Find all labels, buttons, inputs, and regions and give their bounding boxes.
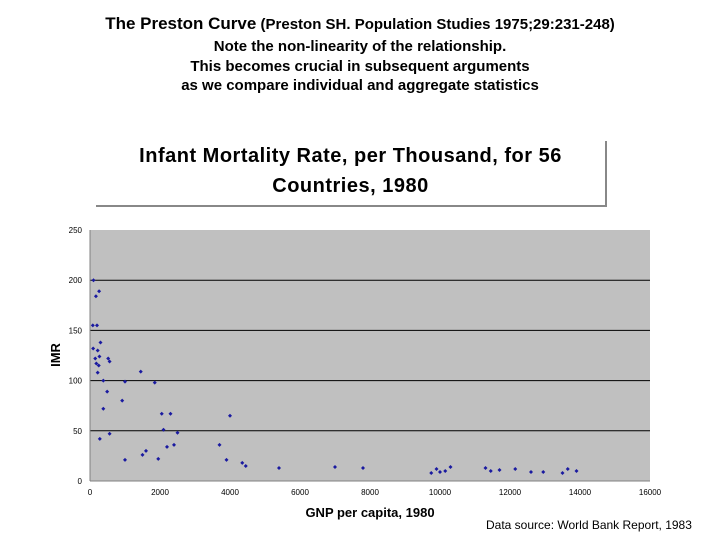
data-point-18 [123,379,127,384]
data-source-note: Data source: World Bank Report, 1983 [486,518,692,532]
data-point-4 [90,323,95,328]
data-point-42 [361,465,365,470]
x-tick-label-6000: 6000 [291,488,309,497]
x-tick-label-12000: 12000 [499,488,522,497]
data-point-39 [243,463,248,468]
data-point-45 [438,469,442,474]
data-point-5 [95,323,99,328]
data-point-25 [152,380,157,385]
data-point-16 [101,378,106,383]
y-tick-label-100: 100 [69,377,83,386]
x-axis-label: GNP per capita, 1980 [305,505,434,520]
note-line-2: This becomes crucial in subsequent argum… [190,58,530,75]
y-tick-label-150: 150 [69,326,83,335]
y-tick-label-200: 200 [69,276,83,285]
data-point-21 [107,431,112,436]
title-citation: (Preston SH. Population Studies 1975;29:… [256,16,615,33]
plot-area [90,230,650,481]
data-point-29 [175,430,180,435]
title-main: The Preston Curve [105,14,257,33]
data-point-17 [105,389,110,394]
gridlines [90,279,650,432]
data-point-37 [228,413,232,418]
axes [89,230,650,482]
data-point-6 [98,340,103,345]
data-point-43 [429,470,434,475]
chart-title-line-1: Infant Mortality Rate, per Thousand, for… [139,145,562,167]
data-point-44 [434,466,439,471]
data-point-9 [93,356,98,361]
y-tick-label-250: 250 [69,226,83,235]
data-point-35 [217,442,222,447]
data-point-11 [94,361,99,366]
data-point-49 [488,468,493,473]
x-tick-label-14000: 14000 [569,488,592,497]
data-point-22 [97,436,102,441]
data-point-12 [96,363,101,368]
data-point-38 [240,460,245,465]
data-points [90,278,579,475]
data-point-24 [138,369,143,374]
note-line-1: Note the non-linearity of the relationsh… [213,38,507,55]
data-point-50 [497,467,502,472]
data-point-54 [560,470,565,475]
data-point-27 [168,411,173,416]
data-point-7 [91,346,96,351]
x-tick-label-10000: 10000 [429,488,452,497]
y-axis-label: IMR [48,342,63,366]
note-line-3: as we compare individual and aggregate s… [181,77,539,94]
data-point-56 [574,468,579,473]
x-tick-label-16000: 16000 [639,488,662,497]
data-point-20 [101,406,106,411]
data-point-41 [333,464,337,469]
data-point-32 [144,448,148,453]
chart-title: Infant Mortality Rate, per Thousand, for… [96,141,607,207]
data-point-40 [277,465,281,470]
data-point-8 [95,348,100,353]
data-point-33 [140,452,145,457]
data-point-31 [172,442,176,447]
x-tick-label-0: 0 [88,488,93,497]
data-point-47 [448,464,453,469]
data-point-30 [165,444,169,449]
data-point-14 [106,356,111,361]
y-tick-label-0: 0 [78,477,83,486]
data-point-53 [541,469,546,474]
tick-labels: 0 50 100 150 200 250 0 2000 4000 6000 8000 10000 120… [69,226,662,497]
data-point-2 [93,294,98,299]
data-point-1 [91,278,96,283]
data-point-15 [95,370,100,375]
x-tick-label-2000: 2000 [151,488,169,497]
x-tick-label-8000: 8000 [361,488,379,497]
data-point-23 [123,457,127,462]
data-point-3 [97,289,102,294]
data-point-46 [443,468,448,473]
data-point-52 [529,469,533,474]
data-point-34 [156,456,161,461]
data-point-26 [159,411,164,416]
data-point-28 [161,427,166,432]
data-point-48 [483,465,488,470]
x-tick-label-4000: 4000 [221,488,239,497]
chart-title-line-2: Countries, 1980 [272,175,429,197]
page-title: The Preston Curve (Preston SH. Populatio… [0,14,720,34]
data-point-51 [513,466,518,471]
data-point-55 [565,466,570,471]
data-point-10 [97,354,102,359]
data-point-13 [107,359,112,364]
data-point-36 [224,457,229,462]
data-point-19 [120,398,125,403]
y-tick-label-50: 50 [73,427,82,436]
